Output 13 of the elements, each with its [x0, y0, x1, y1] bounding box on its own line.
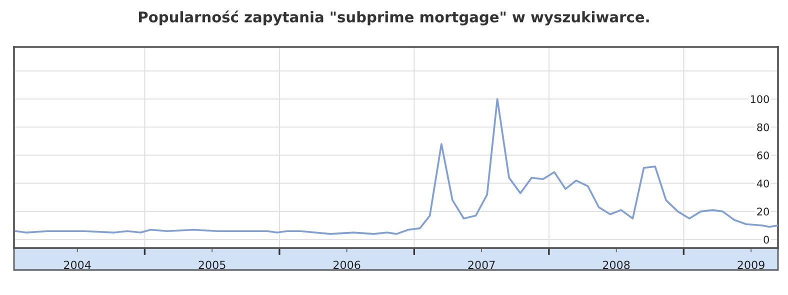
y-tick-label: 20	[757, 208, 769, 216]
x-tick-label: 2007	[468, 260, 495, 270]
y-tick-label: 0	[764, 236, 769, 244]
y-tick-label: 40	[756, 180, 769, 188]
x-tick-label: 2008	[602, 260, 630, 270]
x-tick-label: 2004	[64, 260, 91, 270]
x-tick-label: 2006	[333, 260, 360, 270]
x-tick-label: 2005	[198, 260, 226, 270]
chart-title: Popularność zapytania "subprime mortgage" w wyszukiwarce.	[139, 10, 649, 26]
y-tick-label: 80	[757, 123, 769, 132]
x-tick-label: 2009	[738, 260, 764, 270]
y-tick-label: 60	[757, 151, 769, 160]
y-tick-label: 100	[750, 95, 769, 104]
